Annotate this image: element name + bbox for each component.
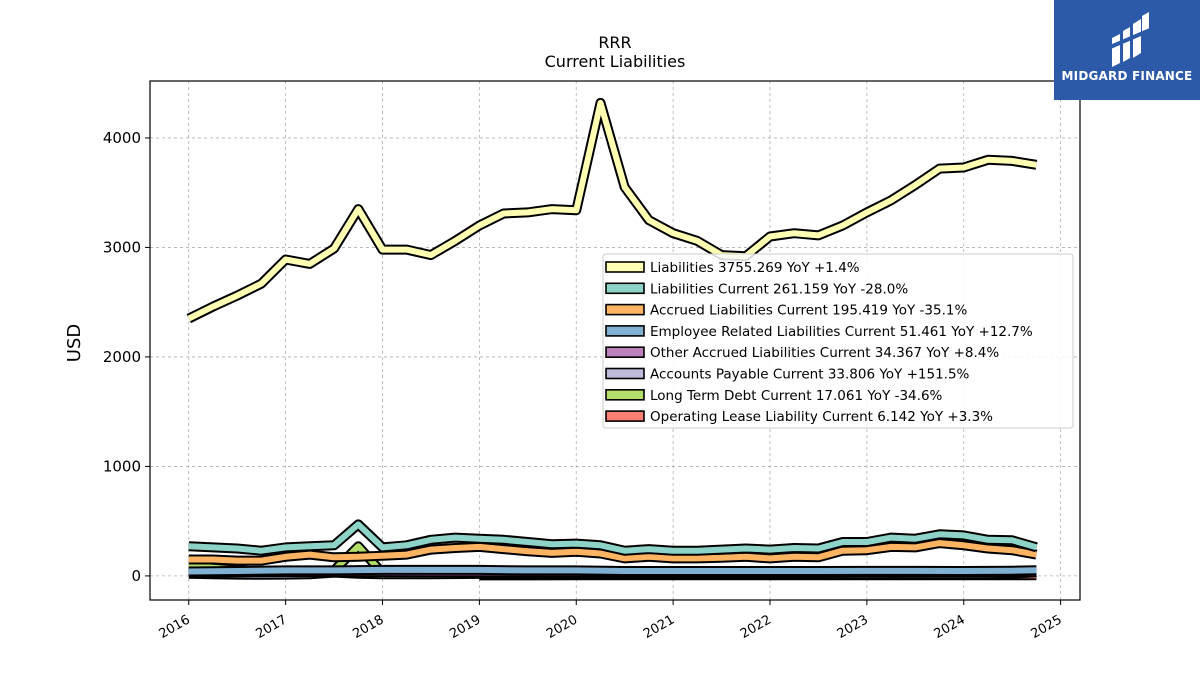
series-liabilities-current — [188, 519, 1038, 556]
x-tick-label: 2016 — [157, 612, 193, 642]
series-line — [188, 540, 1037, 564]
x-tick-label: 2018 — [350, 612, 386, 642]
legend-item: Accounts Payable Current 33.806 YoY +151… — [605, 367, 970, 383]
x-tick-label: 2022 — [738, 612, 774, 642]
legend-swatch — [605, 346, 645, 359]
legend-item: Employee Related Liabilities Current 51.… — [605, 324, 1033, 340]
legend-swatch — [605, 325, 645, 337]
legend-item: Other Accrued Liabilities Current 34.367… — [605, 345, 999, 361]
chart-title: RRR — [598, 33, 631, 52]
legend-label: Operating Lease Liability Current 6.142 … — [650, 409, 993, 425]
x-tick-label: 2023 — [835, 612, 871, 642]
brand-logo: MIDGARD FINANCE — [1054, 0, 1200, 100]
x-tick-label: 2017 — [253, 612, 289, 642]
legend-item: Accrued Liabilities Current 195.419 YoY … — [605, 303, 967, 319]
x-axis: 2016 2017 2018 2019 2020 2021 2022 2023 2024 2025 — [157, 600, 1065, 642]
series-employee-related-liabilities-current — [188, 564, 1037, 577]
y-tick-label: 3000 — [103, 238, 141, 256]
legend-label: Liabilities Current 261.159 YoY -28.0% — [650, 281, 908, 297]
y-tick-label: 1000 — [103, 457, 141, 475]
x-tick-label: 2025 — [1028, 612, 1064, 642]
series-layer — [186, 97, 1038, 581]
y-tick-label: 4000 — [103, 129, 141, 147]
legend-box — [602, 253, 1074, 429]
x-tick-label: 2021 — [641, 612, 677, 642]
plot-frame — [149, 80, 1081, 601]
legend-item: Operating Lease Liability Current 6.142 … — [605, 409, 993, 425]
series-line — [188, 566, 1037, 575]
legend-label: Other Accrued Liabilities Current 34.367… — [650, 345, 999, 361]
logo-mark-icon — [1107, 12, 1151, 67]
series-line — [187, 99, 1037, 322]
chart-subtitle: Current Liabilities — [545, 52, 686, 71]
legend-swatch — [605, 282, 645, 295]
legend-swatch — [605, 410, 645, 422]
series-accrued-liabilities-current — [188, 538, 1038, 566]
y-tick-label: 2000 — [103, 348, 141, 366]
legend-item: Long Term Debt Current 17.061 YoY -34.6% — [605, 388, 943, 404]
brand-name: MIDGARD FINANCE — [1061, 69, 1193, 83]
legend-label: Accounts Payable Current 33.806 YoY +151… — [650, 367, 970, 383]
legend-item: Liabilities Current 261.159 YoY -28.0% — [605, 281, 908, 297]
legend-swatch — [605, 367, 645, 380]
legend-label: Liabilities 3755.269 YoY +1.4% — [650, 260, 860, 276]
x-tick-label: 2020 — [544, 612, 580, 642]
y-axis: 0 1000 2000 3000 4000 — [103, 129, 150, 585]
legend-swatch — [605, 261, 645, 273]
y-axis-label: USD — [64, 324, 85, 362]
legend-label: Long Term Debt Current 17.061 YoY -34.6% — [650, 388, 943, 404]
x-tick-label: 2024 — [932, 612, 968, 642]
legend-swatch — [605, 303, 645, 316]
legend-swatch — [605, 388, 645, 401]
x-tick-label: 2019 — [447, 612, 483, 642]
legend-label: Employee Related Liabilities Current 51.… — [650, 324, 1033, 340]
legend-label: Accrued Liabilities Current 195.419 YoY … — [650, 303, 967, 319]
series-line — [188, 521, 1038, 554]
series-liabilities — [186, 97, 1038, 324]
y-tick-label: 0 — [131, 567, 141, 585]
legend: Liabilities 3755.269 YoY +1.4% Liabilitie… — [602, 253, 1074, 429]
legend-item: Liabilities 3755.269 YoY +1.4% — [605, 260, 860, 276]
